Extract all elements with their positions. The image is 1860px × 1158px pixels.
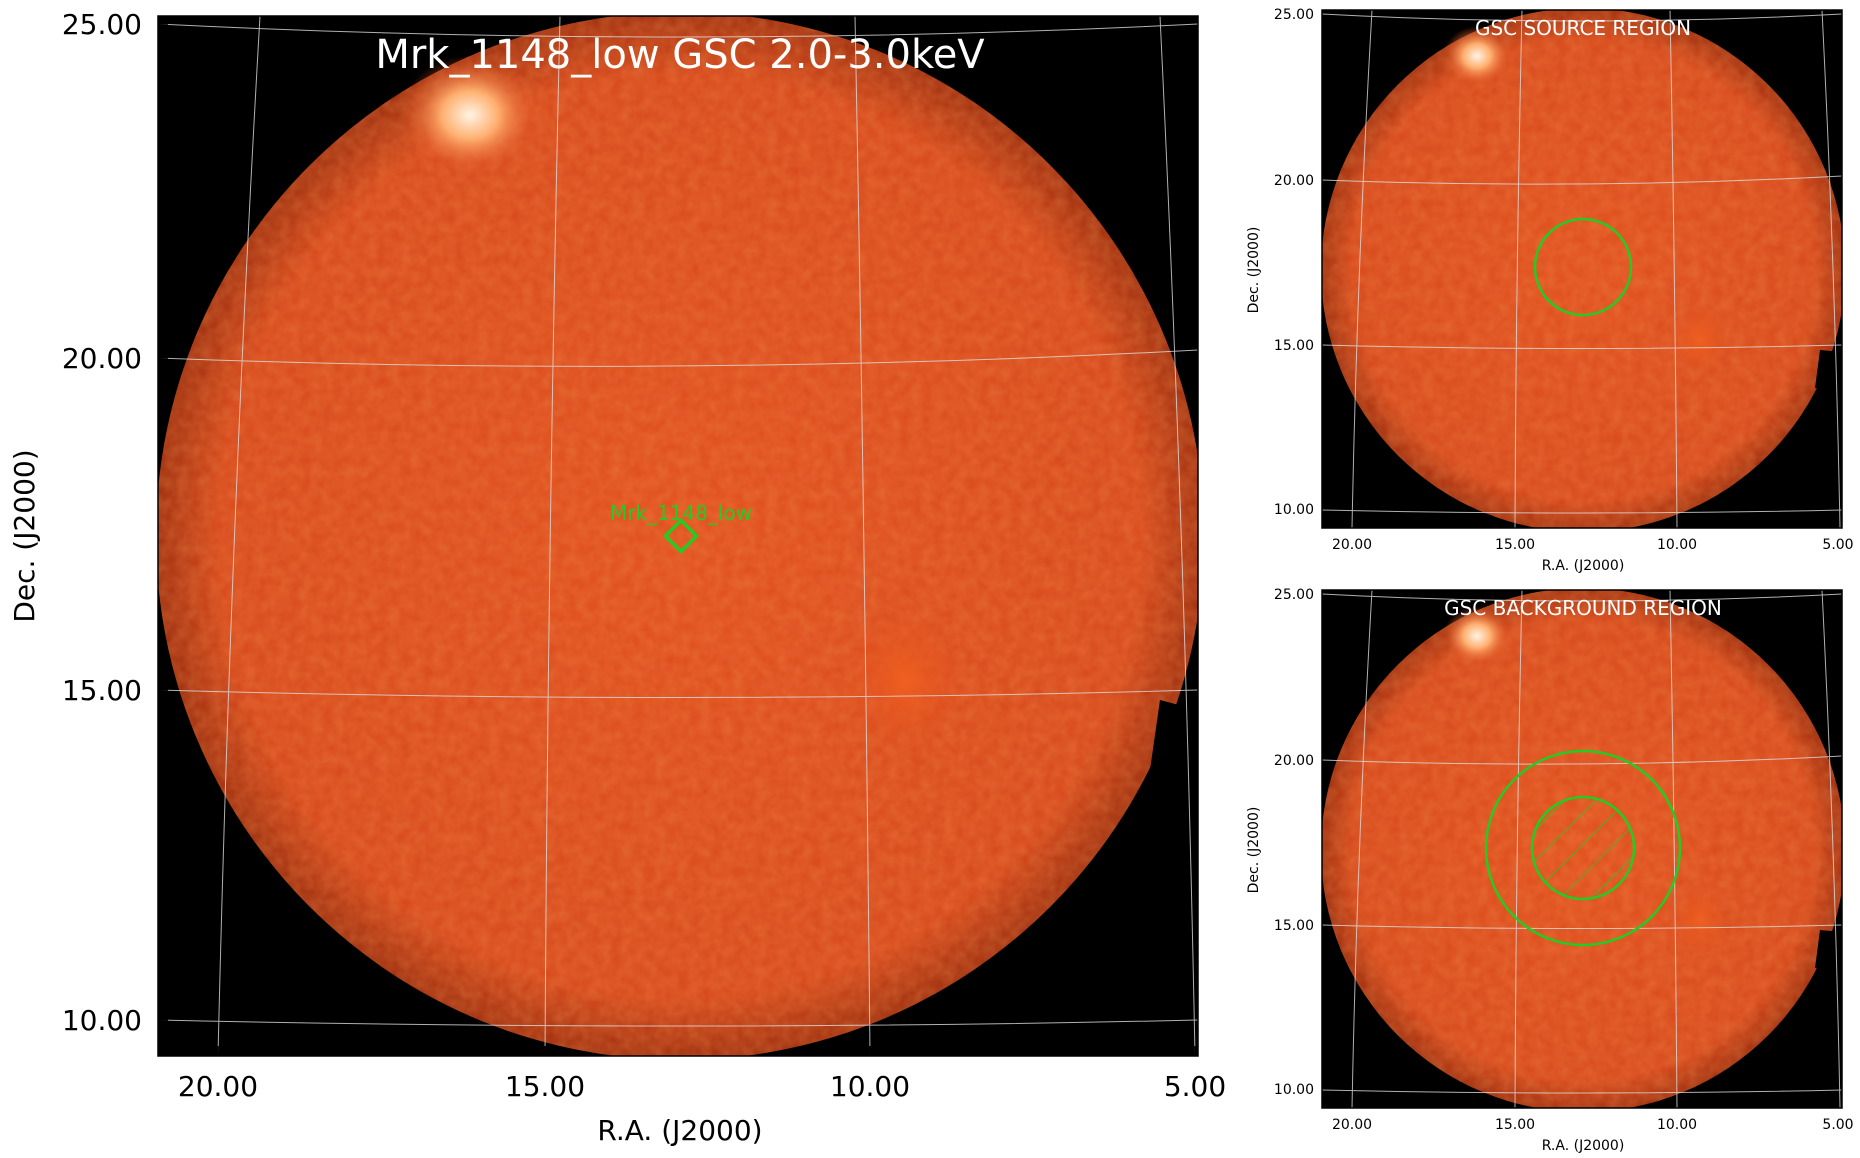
source-ylabel: Dec. (J2000) [1246,227,1262,314]
main-source-label: Mrk_1148_low [610,501,752,525]
background-xtick-2: 10.00 [1657,1117,1697,1133]
source-bright-source [1443,26,1511,86]
main-ylabel: Dec. (J2000) [8,449,41,622]
source-frame [1321,9,1843,529]
main-xtick-3: 5.00 [1164,1070,1226,1103]
background-outer-circle [1484,749,1682,947]
main-map-notch [1150,700,1198,780]
background-title: GSC BACKGROUND REGION [1444,596,1722,620]
background-ytick-0: 25.00 [1274,587,1314,603]
source-region-circle [1533,217,1633,317]
source-sky-map [1322,10,1842,528]
main-xtick-0: 20.00 [178,1070,258,1103]
background-inner-hatched-circle [1530,795,1636,901]
background-xtick-1: 15.00 [1495,1117,1535,1133]
background-frame [1321,589,1843,1109]
source-ytick-0: 25.00 [1274,7,1314,23]
source-ytick-3: 10.00 [1274,502,1314,518]
main-map-noise [158,16,1198,1056]
main-xtick-2: 10.00 [830,1070,910,1103]
source-xtick-0: 20.00 [1332,537,1372,553]
main-xtick-1: 15.00 [505,1070,585,1103]
source-map-notch [1815,350,1842,392]
source-xtick-3: 5.00 [1822,537,1853,553]
background-ytick-1: 20.00 [1274,753,1314,769]
main-title: Mrk_1148_low GSC 2.0-3.0keV [375,32,985,78]
background-xtick-3: 5.00 [1822,1117,1853,1133]
source-ytick-1: 20.00 [1274,173,1314,189]
main-source-marker [662,517,700,555]
main-ytick-0: 25.00 [62,8,142,41]
main-tick-marks [158,23,1196,1056]
main-xlabel: R.A. (J2000) [597,1114,762,1147]
background-ytick-3: 10.00 [1274,1082,1314,1098]
source-grid [1322,10,1842,528]
source-ytick-2: 15.00 [1274,338,1314,354]
main-sky-map [158,16,1198,1056]
main-grid [158,16,1198,1056]
background-ytick-2: 15.00 [1274,918,1314,934]
source-title: GSC SOURCE REGION [1475,16,1691,40]
main-ytick-2: 15.00 [62,674,142,707]
main-bright-source [400,55,540,175]
main-ytick-3: 10.00 [62,1004,142,1037]
background-ylabel: Dec. (J2000) [1246,807,1262,894]
source-xlabel: R.A. (J2000) [1542,558,1625,574]
main-ytick-1: 20.00 [62,342,142,375]
main-faint-source [845,610,965,750]
background-xtick-0: 20.00 [1332,1117,1372,1133]
background-xlabel: R.A. (J2000) [1542,1138,1625,1154]
background-grid [1322,590,1842,1108]
source-xtick-1: 15.00 [1495,537,1535,553]
background-map-notch [1815,930,1842,972]
source-xtick-2: 10.00 [1657,537,1697,553]
background-bright-source [1443,606,1511,666]
background-faint-source [1670,884,1730,956]
main-frame [157,15,1199,1057]
source-map-noise [1322,10,1842,528]
source-faint-source [1670,304,1730,376]
